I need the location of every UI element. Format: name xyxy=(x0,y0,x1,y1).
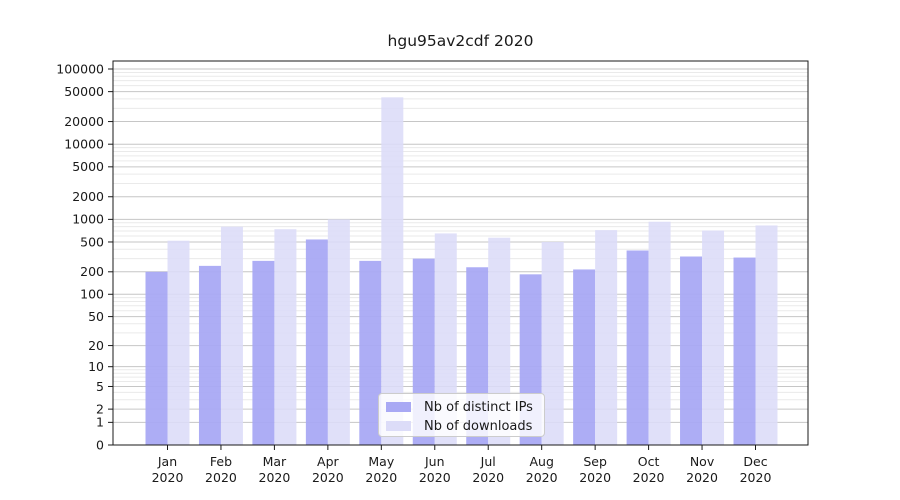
bar-distinct-ips-nov xyxy=(680,256,703,445)
x-tick-label-month: Oct xyxy=(638,454,660,469)
bar-distinct-ips-jan xyxy=(145,271,168,445)
x-tick-label-year: 2020 xyxy=(419,470,451,485)
bar-downloads-oct xyxy=(648,221,671,445)
bar-downloads-may xyxy=(381,97,404,446)
plot-border xyxy=(112,60,809,446)
legend-label-distinct-ips: Nb of distinct IPs xyxy=(424,399,533,415)
y-tick-label: 5 xyxy=(96,379,104,394)
bar-downloads-aug xyxy=(541,241,564,445)
y-tick-label: 10 xyxy=(88,359,104,374)
x-tick-label-month: Jan xyxy=(157,454,177,469)
bar-downloads-sep xyxy=(595,230,618,445)
legend-swatch-distinct-ips xyxy=(386,402,411,412)
legend-item-downloads: Nb of downloads xyxy=(386,417,544,435)
bar-downloads-jan xyxy=(167,240,190,445)
chart-title: hgu95av2cdf 2020 xyxy=(387,32,534,50)
x-tick-label-year: 2020 xyxy=(472,470,504,485)
x-tick-label-year: 2020 xyxy=(740,470,772,485)
x-tick-label-year: 2020 xyxy=(205,470,237,485)
x-tick-label-year: 2020 xyxy=(686,470,718,485)
legend: Nb of distinct IPs Nb of downloads xyxy=(378,393,545,437)
legend-swatch-downloads xyxy=(386,421,411,431)
x-tick-label-year: 2020 xyxy=(579,470,611,485)
y-tick-label: 2 xyxy=(96,401,104,416)
x-tick-label-month: Mar xyxy=(263,454,287,469)
y-tick-label: 200 xyxy=(80,264,104,279)
x-tick-label-year: 2020 xyxy=(526,470,558,485)
y-tick-label: 1 xyxy=(96,415,104,430)
bar-downloads-jun xyxy=(434,233,457,445)
y-tick-label: 20 xyxy=(88,338,104,353)
y-tick-label: 1000 xyxy=(72,212,104,227)
bar-distinct-ips-mar xyxy=(252,260,275,445)
y-tick-label: 100 xyxy=(80,287,104,302)
y-tick-label: 500 xyxy=(80,234,104,249)
bar-downloads-nov xyxy=(702,230,725,445)
bar-distinct-ips-oct xyxy=(626,250,649,445)
x-tick-label-month: Nov xyxy=(690,454,715,469)
y-tick-label: 100000 xyxy=(56,61,104,76)
bar-distinct-ips-apr xyxy=(305,239,328,445)
x-tick-label-year: 2020 xyxy=(633,470,665,485)
x-tick-label-month: Aug xyxy=(529,454,553,469)
y-tick-label: 10000 xyxy=(64,136,104,151)
x-tick-label-month: Dec xyxy=(743,454,767,469)
x-tick-label-year: 2020 xyxy=(152,470,184,485)
bar-downloads-mar xyxy=(274,229,297,445)
bar-distinct-ips-feb xyxy=(198,265,221,445)
bar-downloads-apr xyxy=(327,219,350,445)
y-tick-label: 50 xyxy=(88,309,104,324)
bar-distinct-ips-dec xyxy=(733,257,756,445)
bar-distinct-ips-sep xyxy=(573,269,596,445)
x-tick-label-year: 2020 xyxy=(259,470,291,485)
x-tick-label-year: 2020 xyxy=(312,470,344,485)
x-tick-label-year: 2020 xyxy=(365,470,397,485)
y-tick-label: 2000 xyxy=(72,189,104,204)
x-tick-label-month: May xyxy=(368,454,394,469)
x-tick-label-month: Feb xyxy=(210,454,232,469)
x-tick-label-month: Sep xyxy=(583,454,607,469)
x-tick-label-month: Apr xyxy=(317,454,339,469)
legend-label-downloads: Nb of downloads xyxy=(424,418,533,434)
y-tick-label: 50000 xyxy=(64,84,104,99)
x-tick-label-month: Jun xyxy=(424,454,445,469)
y-tick-label: 20000 xyxy=(64,114,104,129)
bar-downloads-feb xyxy=(220,226,243,445)
bar-downloads-dec xyxy=(755,225,778,445)
y-tick-label: 5000 xyxy=(72,159,104,174)
y-tick-label: 0 xyxy=(96,437,104,452)
x-tick-label-month: Jul xyxy=(480,454,496,469)
legend-item-distinct-ips: Nb of distinct IPs xyxy=(386,398,544,416)
bar-distinct-ips-may xyxy=(359,260,382,445)
